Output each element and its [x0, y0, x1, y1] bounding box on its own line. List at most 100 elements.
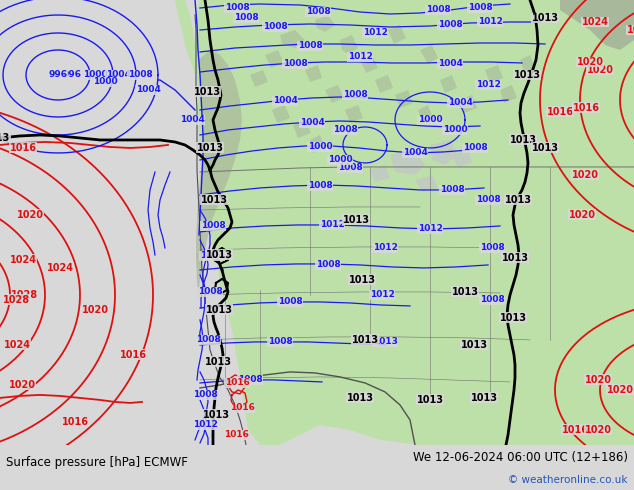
- Text: 1008: 1008: [196, 336, 221, 344]
- Text: 1008: 1008: [338, 164, 363, 172]
- Text: 1020: 1020: [607, 385, 633, 395]
- Polygon shape: [452, 150, 472, 168]
- Text: 1024: 1024: [626, 25, 634, 35]
- Text: 1004: 1004: [106, 71, 131, 79]
- Text: 1008: 1008: [437, 21, 462, 29]
- Text: 1008: 1008: [316, 261, 340, 270]
- Polygon shape: [196, 50, 242, 300]
- Polygon shape: [250, 70, 268, 87]
- Text: 1008: 1008: [127, 71, 152, 79]
- Text: 1016: 1016: [61, 417, 89, 427]
- Polygon shape: [520, 55, 535, 73]
- Polygon shape: [460, 95, 477, 113]
- Text: 1008: 1008: [476, 196, 500, 204]
- Text: 1008: 1008: [200, 221, 225, 230]
- Text: 1020: 1020: [585, 425, 612, 435]
- Text: 1004: 1004: [273, 97, 297, 105]
- Polygon shape: [305, 65, 322, 82]
- Text: 1020: 1020: [585, 375, 612, 385]
- Text: 1008: 1008: [439, 186, 464, 195]
- Text: 1008: 1008: [342, 91, 367, 99]
- Text: 1008: 1008: [480, 244, 505, 252]
- Text: 1013: 1013: [514, 70, 541, 80]
- Text: 1004: 1004: [200, 251, 224, 261]
- Text: 1000: 1000: [307, 143, 332, 151]
- Text: 1016: 1016: [547, 107, 574, 117]
- Text: 1004: 1004: [403, 148, 427, 157]
- Text: 1013: 1013: [460, 340, 488, 350]
- Text: 1000: 1000: [93, 77, 117, 87]
- Text: 1008: 1008: [262, 23, 287, 31]
- Text: 1004: 1004: [136, 85, 160, 95]
- Polygon shape: [293, 120, 311, 138]
- Text: 1020: 1020: [16, 210, 44, 220]
- Text: 1000: 1000: [328, 155, 353, 165]
- Text: 1013: 1013: [505, 195, 531, 205]
- Text: 1016: 1016: [562, 425, 588, 435]
- Polygon shape: [388, 25, 406, 44]
- Text: 1016: 1016: [224, 378, 249, 388]
- Text: 1020: 1020: [8, 380, 36, 390]
- Text: 1028: 1028: [3, 295, 30, 305]
- Text: 1024: 1024: [581, 17, 609, 27]
- Text: 1000: 1000: [443, 125, 467, 134]
- Text: 1016: 1016: [230, 403, 254, 413]
- Text: 1013: 1013: [202, 410, 230, 420]
- Text: 1020: 1020: [569, 210, 595, 220]
- Text: 1013: 1013: [197, 143, 224, 153]
- Text: 1020: 1020: [571, 170, 598, 180]
- Polygon shape: [360, 55, 378, 73]
- Text: 1008: 1008: [480, 295, 505, 304]
- Text: Surface pressure [hPa] ECMWF: Surface pressure [hPa] ECMWF: [6, 456, 188, 468]
- Polygon shape: [345, 105, 363, 123]
- Text: 1012: 1012: [363, 28, 387, 38]
- Text: 1004: 1004: [299, 119, 325, 127]
- Text: 1008: 1008: [425, 5, 450, 15]
- Text: 1028: 1028: [11, 290, 39, 300]
- Text: 1024: 1024: [10, 255, 37, 265]
- Text: 1013: 1013: [451, 287, 479, 297]
- Text: 1008: 1008: [283, 59, 307, 69]
- Text: 1008: 1008: [463, 144, 488, 152]
- Text: 1012: 1012: [477, 18, 502, 26]
- Text: 1004: 1004: [448, 98, 472, 107]
- Text: 013: 013: [0, 133, 10, 143]
- Text: © weatheronline.co.uk: © weatheronline.co.uk: [508, 475, 628, 485]
- Text: 1008: 1008: [224, 3, 249, 13]
- Text: 1008: 1008: [333, 125, 358, 134]
- Text: 1016: 1016: [10, 143, 37, 153]
- Text: 1012: 1012: [373, 244, 398, 252]
- Text: 1004: 1004: [179, 116, 204, 124]
- Text: 1013: 1013: [500, 313, 526, 323]
- Polygon shape: [310, 135, 325, 153]
- Text: 1013: 1013: [193, 87, 221, 97]
- Text: 1008: 1008: [193, 391, 217, 399]
- Text: 996: 996: [48, 71, 67, 79]
- Text: 1013: 1013: [531, 13, 559, 23]
- Polygon shape: [485, 65, 503, 83]
- Polygon shape: [440, 75, 457, 93]
- Text: 1013: 1013: [200, 195, 228, 205]
- Text: 1013: 1013: [501, 253, 529, 263]
- Text: 1008: 1008: [233, 14, 259, 23]
- Polygon shape: [315, 15, 335, 32]
- Text: 1004: 1004: [437, 59, 462, 69]
- Text: 1013: 1013: [205, 357, 231, 367]
- Text: 1016: 1016: [224, 430, 249, 440]
- Text: 1016: 1016: [119, 350, 146, 360]
- Text: 1008: 1008: [307, 181, 332, 191]
- Polygon shape: [265, 50, 284, 68]
- Text: 1008: 1008: [198, 288, 223, 296]
- Polygon shape: [325, 85, 344, 103]
- Text: 996: 996: [63, 71, 82, 79]
- Text: 1024: 1024: [4, 340, 30, 350]
- Text: 1012: 1012: [320, 220, 344, 229]
- Text: 1013: 1013: [347, 393, 373, 403]
- Text: 1013: 1013: [470, 393, 498, 403]
- Text: 1000: 1000: [82, 71, 107, 79]
- Polygon shape: [175, 0, 196, 75]
- Text: 1008: 1008: [268, 338, 292, 346]
- Text: 1008: 1008: [278, 297, 302, 306]
- Polygon shape: [500, 85, 517, 103]
- Polygon shape: [430, 140, 458, 165]
